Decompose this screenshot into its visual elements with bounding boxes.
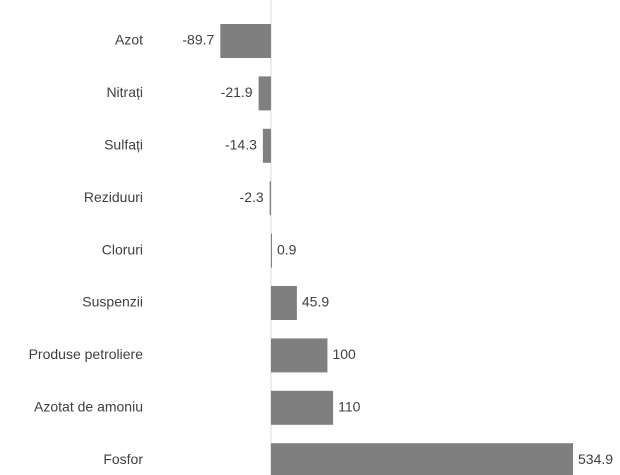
value-label: 45.9 <box>302 294 329 310</box>
value-label: -21.9 <box>221 84 253 100</box>
value-label: 534.9 <box>578 451 613 467</box>
bar <box>262 128 271 163</box>
bar <box>270 338 328 373</box>
category-label: Azot <box>115 32 143 48</box>
category-label: Azotat de amoniu <box>34 399 143 415</box>
value-label: 110 <box>338 399 361 415</box>
category-label: Fosfor <box>103 451 143 467</box>
bar <box>220 24 271 58</box>
category-label: Cloruri <box>102 241 143 257</box>
value-label: 0.9 <box>277 241 297 257</box>
value-label: 100 <box>332 346 356 362</box>
value-label: -2.3 <box>240 189 264 205</box>
value-label: -89.7 <box>182 32 214 48</box>
category-label: Suspenzii <box>82 294 143 310</box>
category-label: Nitrați <box>106 84 143 100</box>
category-label: Reziduuri <box>84 189 143 205</box>
bar <box>270 390 334 425</box>
category-label: Produse petroliere <box>29 346 144 362</box>
value-label: -14.3 <box>225 137 257 153</box>
bar <box>258 76 271 111</box>
bar <box>270 286 297 320</box>
bar <box>270 443 574 475</box>
bar <box>269 181 271 216</box>
bar <box>270 233 272 268</box>
category-label: Sulfați <box>104 137 143 153</box>
